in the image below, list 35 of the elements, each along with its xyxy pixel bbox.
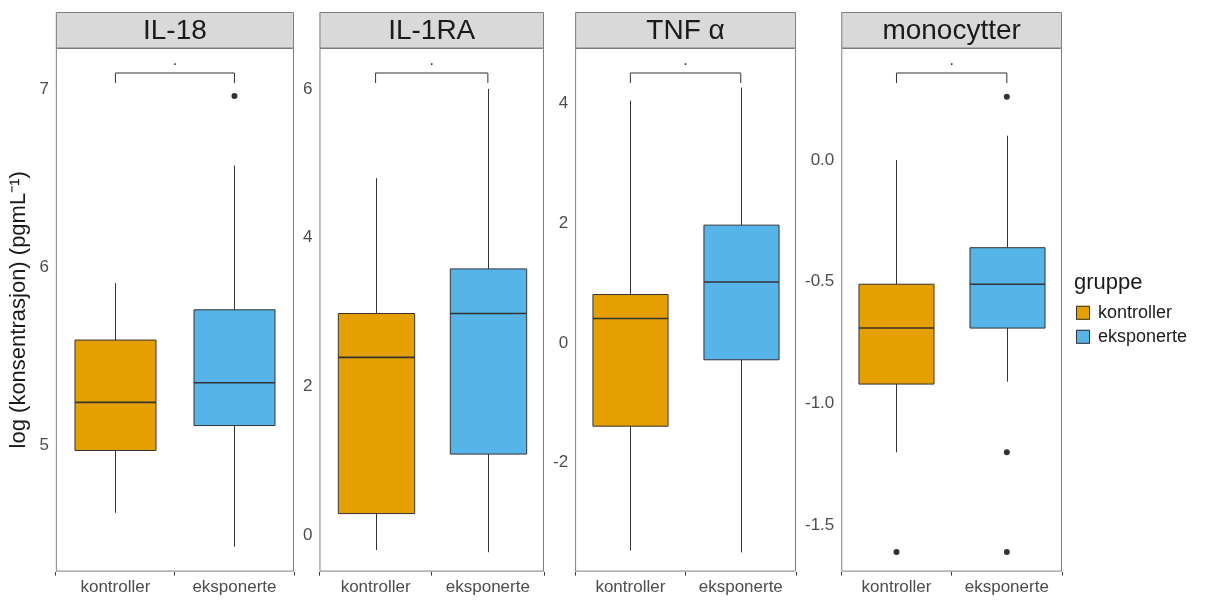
x-tick-label: kontroller [595, 577, 666, 597]
chart-title: IL-1RA [388, 13, 476, 45]
x-tick-label: eksponerte [698, 577, 783, 597]
y-tick-label: 2 [302, 376, 313, 396]
y-tick-label: 5 [39, 434, 49, 454]
y-tick-label: 4 [558, 93, 569, 113]
x-tick-label: kontroller [861, 577, 932, 597]
y-tick-label: 2 [558, 213, 569, 233]
x-tick-label: eksponerte [964, 577, 1049, 597]
x-tick-label: kontroller [80, 577, 151, 597]
legend-label: eksponerte [1098, 325, 1188, 346]
x-tick-label: eksponerte [445, 577, 530, 597]
y-tick-label: 6 [302, 78, 313, 98]
x-tick-label: eksponerte [192, 577, 277, 597]
y-tick-label: 4 [302, 227, 313, 247]
y-tick-label: 6 [39, 256, 49, 276]
annotation: . [429, 51, 434, 69]
y-axis-title: log (konsentrasjon) (pgmL⁻¹) [5, 171, 31, 449]
y-tick-label: -1.5 [805, 515, 835, 535]
y-tick-label: -2 [552, 452, 569, 472]
x-tick-label: kontroller [340, 577, 411, 597]
y-tick-label: -0.5 [805, 271, 835, 291]
y-tick-label: 0 [302, 524, 313, 544]
chart-title: TNF α [646, 13, 725, 45]
annotation: . [683, 51, 688, 69]
legend-label: kontroller [1098, 301, 1173, 322]
chart-title: monocytter [882, 13, 1021, 45]
annotation: . [172, 51, 178, 69]
annotation: . [949, 51, 954, 69]
y-tick-label: 7 [39, 78, 49, 98]
y-tick-label: 0 [558, 332, 569, 352]
y-tick-label: 0.0 [810, 149, 835, 169]
legend-title: gruppe [1074, 268, 1143, 294]
chart-title: IL-18 [143, 13, 207, 45]
y-tick-label: -1.0 [805, 393, 835, 413]
